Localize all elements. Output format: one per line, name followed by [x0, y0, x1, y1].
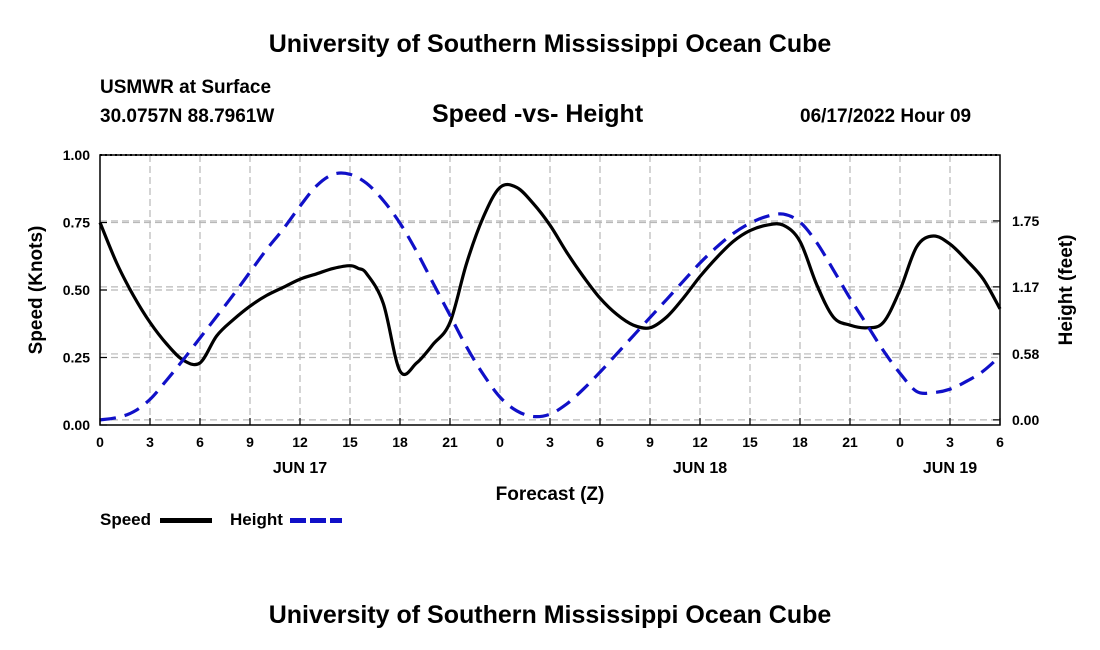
y-right-tick-label: 0.58	[1012, 346, 1039, 362]
x-tick-label: 15	[742, 434, 758, 450]
x-tick-label: 6	[996, 434, 1004, 450]
x-tick-label: 0	[96, 434, 104, 450]
chart-subtitle: Speed -vs- Height	[432, 100, 644, 128]
x-tick-label: 21	[442, 434, 458, 450]
y-right-tick-label: 0.00	[1012, 412, 1039, 428]
legend-speed-swatch	[160, 518, 212, 523]
x-tick-label: 3	[146, 434, 154, 450]
axes: 0 3 6 9 12 15 18 21 0 3 6 9 12 15 18 21 0 3 6 JUN 17 JUN 18 J…	[63, 147, 1040, 477]
x-tick-label: 3	[946, 434, 954, 450]
x-tick-label: 15	[342, 434, 358, 450]
legend-height-label: Height	[230, 510, 283, 529]
legend-height-swatch	[290, 518, 342, 523]
y-left-tick-label: 1.00	[63, 147, 90, 163]
y-axis-left-label: Speed (Knots)	[26, 226, 47, 355]
series-line-height	[99, 171, 1002, 422]
x-tick-label: 0	[896, 434, 904, 450]
x-axis-label: Forecast (Z)	[496, 484, 605, 505]
x-tick-label: 18	[792, 434, 808, 450]
grid	[100, 154, 1000, 425]
legend-speed-label: Speed	[100, 510, 152, 529]
page-title: University of Southern Mississippi Ocean…	[268, 30, 832, 58]
x-day-label: JUN 18	[673, 460, 727, 477]
x-tick-label: 21	[842, 434, 858, 450]
footer-title: University of Southern Mississippi Ocean…	[268, 601, 832, 629]
forecast-datetime: 06/17/2022 Hour 09	[800, 106, 972, 127]
station-coords: 30.0757N 88.7961W	[100, 106, 275, 127]
y-right-tick-label: 1.75	[1012, 213, 1039, 229]
y-left-tick-label: 0.75	[63, 215, 90, 231]
x-tick-label: 9	[246, 434, 254, 450]
y-left-tick-label: 0.25	[63, 350, 90, 366]
x-tick-label: 12	[292, 434, 308, 450]
y-right-tick-label: 1.17	[1012, 279, 1039, 295]
x-tick-label: 9	[646, 434, 654, 450]
x-tick-label: 6	[596, 434, 604, 450]
series-layer	[98, 171, 1002, 422]
x-tick-label: 18	[392, 434, 408, 450]
y-axis-right-label: Height (feet)	[1056, 235, 1077, 346]
x-day-label: JUN 19	[923, 460, 977, 477]
x-tick-label: 6	[196, 434, 204, 450]
x-tick-label: 0	[496, 434, 504, 450]
y-left-tick-label: 0.50	[63, 282, 90, 298]
x-day-label: JUN 17	[273, 460, 327, 477]
station-label: USMWR at Surface	[100, 77, 272, 98]
x-tick-label: 3	[546, 434, 554, 450]
x-tick-label: 12	[692, 434, 708, 450]
series-line-speed	[98, 182, 1002, 377]
y-left-tick-label: 0.00	[63, 417, 90, 433]
